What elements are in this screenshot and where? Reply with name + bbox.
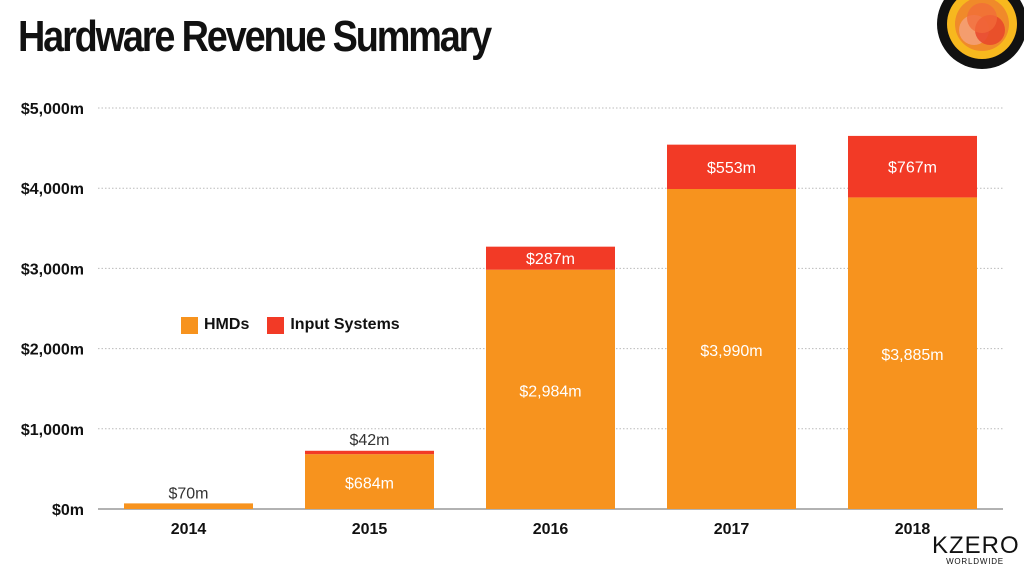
bar-input-systems-2017	[667, 144, 796, 190]
data-label-input-systems-2016: $287m	[526, 251, 575, 268]
data-label-hmds-2017: $3,990m	[700, 343, 762, 360]
data-label-input-systems-2017: $553m	[707, 160, 756, 177]
y-tick-label: $1,000m	[21, 422, 84, 439]
y-tick-label: $3,000m	[21, 261, 84, 278]
x-tick-label: 2018	[895, 521, 931, 538]
y-tick-label: $4,000m	[21, 181, 84, 198]
x-axis: 2014 2015 2016 2017 2018	[171, 521, 931, 538]
data-label-hmds-2016: $2,984m	[519, 383, 581, 400]
brand-name: KZERO	[932, 532, 1020, 559]
brand-logo: KZERO WORLDWIDE	[932, 532, 1020, 567]
legend-swatch-hmds	[181, 316, 198, 334]
x-tick-label: 2014	[171, 521, 207, 538]
bar-hmds-2018	[848, 197, 977, 509]
corner-logo-icon	[937, 0, 1024, 69]
y-tick-label: $2,000m	[21, 342, 84, 359]
x-tick-label: 2015	[352, 521, 388, 538]
data-labels: $70m $684m $42m $2,984m $287m $3,990m $553m $3,…	[168, 160, 943, 503]
bar-input-systems-2018	[848, 135, 977, 198]
x-tick-label: 2017	[714, 521, 750, 538]
legend: HMDs Input Systems	[181, 316, 400, 334]
y-tick-label: $5,000m	[21, 101, 84, 118]
brand-tagline: WORLDWIDE	[946, 557, 1004, 566]
page-title: Hardware Revenue Summary	[18, 12, 492, 61]
bar-hmds-2016	[486, 269, 615, 509]
data-label-hmds-2015: $684m	[345, 476, 394, 493]
legend-item-hmds: HMDs	[181, 316, 249, 334]
data-label-input-systems-2018: $767m	[888, 160, 937, 177]
bar-hmds-2014	[124, 503, 253, 509]
data-label-input-systems-2015: $42m	[349, 432, 389, 449]
x-tick-label: 2016	[533, 521, 569, 538]
data-label-hmds-2014: $70m	[168, 485, 208, 502]
legend-label-hmds: HMDs	[204, 316, 250, 333]
bar-hmds-2015	[305, 454, 434, 509]
bar-input-systems-2016	[486, 246, 615, 270]
bar-hmds-2017	[667, 189, 796, 509]
legend-swatch-input-systems	[267, 316, 285, 334]
legend-item-input-systems: Input Systems	[267, 316, 400, 334]
data-label-hmds-2018: $3,885m	[881, 347, 943, 364]
legend-label-input-systems: Input Systems	[290, 316, 400, 333]
bars	[124, 135, 977, 509]
y-tick-label: $0m	[52, 502, 84, 519]
bar-input-systems-2015	[305, 450, 434, 455]
